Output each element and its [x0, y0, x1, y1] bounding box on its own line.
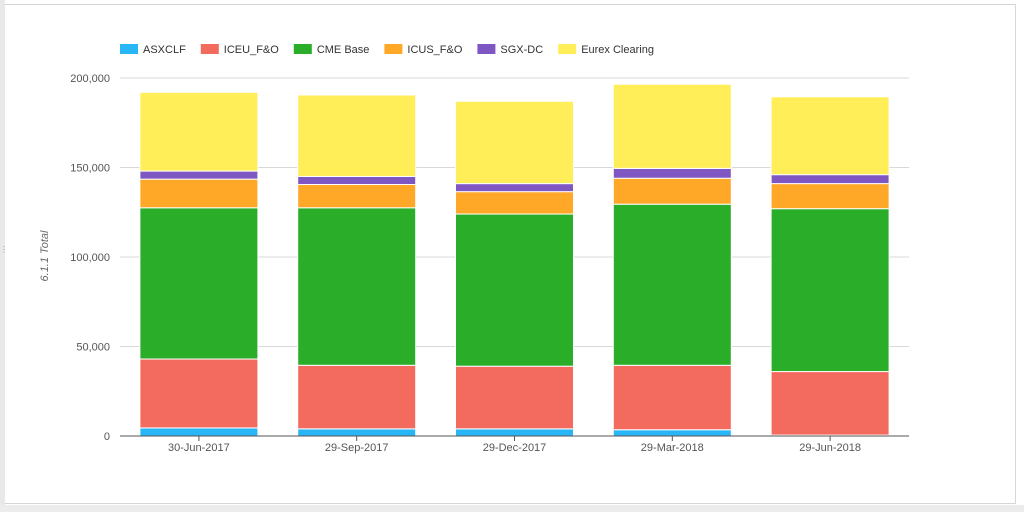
legend-item-2[interactable]: CME Base	[317, 44, 370, 56]
bar-2-4[interactable]	[455, 183, 574, 193]
legend-item-5[interactable]: Eurex Clearing	[581, 44, 654, 56]
legend-item-3[interactable]: ICUS_F&O	[407, 44, 462, 56]
bar-4-2[interactable]	[770, 208, 890, 373]
bar-1-2[interactable]	[297, 207, 417, 366]
x-axis-ticks: 30-Jun-2017 29-Sep-2017 29-Dec-2017 29-Mar-…	[168, 436, 861, 454]
y-axis-title: 6.1.1 Total	[39, 230, 51, 282]
bar-4-5[interactable]	[770, 96, 890, 176]
legend-swatch-0	[120, 44, 138, 54]
bar-0-2[interactable]	[139, 207, 259, 360]
y-tick-label-0: 0	[104, 431, 110, 443]
bar-1-0[interactable]	[297, 428, 417, 437]
legend-swatch-4	[477, 44, 496, 54]
bar-1-1[interactable]	[297, 364, 417, 430]
legend-item-0[interactable]: ASXCLF	[143, 44, 186, 56]
legend-swatch-2	[293, 44, 312, 54]
bar-4-4[interactable]	[770, 174, 890, 185]
bar-3-5[interactable]	[612, 83, 732, 169]
legend-swatch-3	[384, 44, 403, 54]
left-panel-strip	[0, 0, 5, 512]
y-tick-label-2: 100,000	[70, 252, 110, 264]
bar-1-4[interactable]	[297, 175, 417, 186]
x-tick-label-2: 29-Dec-2017	[483, 442, 547, 454]
bar-0-4[interactable]	[139, 170, 259, 180]
x-tick-label-3: 29-Mar-2018	[641, 442, 704, 454]
bar-1-5[interactable]	[297, 94, 417, 177]
bar-2-5[interactable]	[455, 100, 574, 185]
bar-3-3[interactable]	[612, 177, 732, 205]
bar-4-1[interactable]	[770, 371, 890, 436]
bars	[139, 83, 890, 437]
bottom-scroll-strip	[0, 505, 1024, 512]
bar-0-3[interactable]	[139, 178, 259, 209]
legend-item-1[interactable]: ICEU_F&O	[224, 44, 279, 56]
bar-4-3[interactable]	[770, 183, 890, 210]
x-tick-label-4: 29-Jun-2018	[799, 442, 861, 454]
legend-swatch-1	[200, 44, 219, 54]
y-tick-label-1: 50,000	[76, 342, 110, 354]
bar-0-0[interactable]	[139, 427, 259, 437]
bar-3-2[interactable]	[612, 203, 732, 366]
y-tick-label-3: 150,000	[70, 163, 110, 175]
bar-3-4[interactable]	[612, 167, 732, 179]
bar-2-2[interactable]	[455, 213, 574, 367]
y-axis-ticks: 0 50,000 100,000 150,000 200,000	[70, 73, 110, 443]
bar-3-0[interactable]	[612, 429, 732, 437]
x-tick-label-1: 29-Sep-2017	[325, 442, 389, 454]
bar-1-3[interactable]	[297, 184, 417, 209]
bar-0-5[interactable]	[139, 91, 259, 172]
resize-handle[interactable]: ⋮	[0, 245, 8, 254]
legend-swatch-5	[558, 44, 577, 54]
x-tick-label-0: 30-Jun-2017	[168, 442, 230, 454]
y-tick-label-4: 200,000	[70, 73, 110, 85]
legend-item-4[interactable]: SGX-DC	[500, 44, 543, 56]
bar-2-0[interactable]	[455, 428, 574, 437]
bar-3-1[interactable]	[612, 364, 732, 431]
bar-2-1[interactable]	[455, 365, 574, 430]
legend: ASXCLF ICEU_F&O CME Base ICUS_F&O SGX-DC Eure…	[120, 44, 654, 56]
bar-2-3[interactable]	[455, 191, 574, 215]
bar-0-1[interactable]	[139, 358, 259, 429]
